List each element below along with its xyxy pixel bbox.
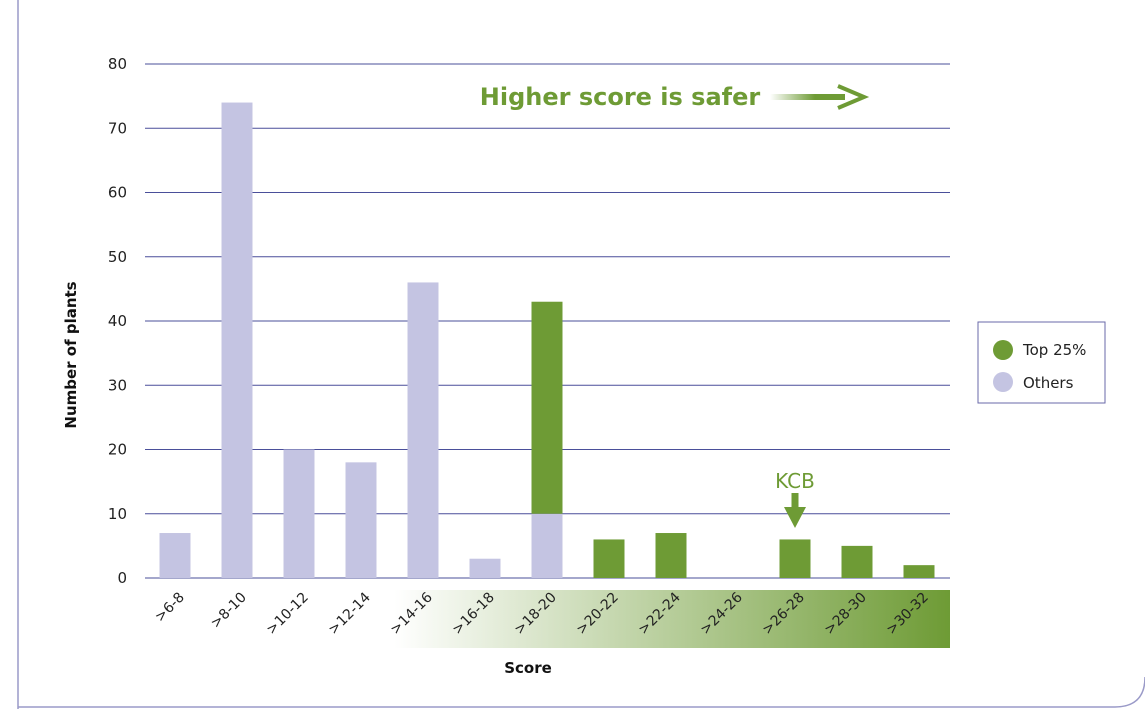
bar-others [221, 102, 253, 579]
direction-annotation-text: Higher score is safer [480, 83, 761, 111]
y-tick-label: 10 [108, 505, 127, 523]
x-tick-label: >6-8 [152, 590, 188, 626]
kcb-marker-label: KCB [775, 469, 815, 493]
legend-swatch-others [993, 372, 1013, 392]
legend-label-others: Others [1023, 374, 1074, 392]
y-tick-label: 40 [108, 312, 127, 330]
bar-top25 [903, 565, 935, 578]
y-tick-label: 60 [108, 184, 127, 202]
y-tick-label: 70 [108, 119, 127, 137]
y-tick-label: 0 [117, 569, 127, 587]
bar-others [407, 282, 439, 578]
bar-others [159, 533, 191, 578]
y-tick-label: 50 [108, 248, 127, 266]
direction-arrow-head-icon [837, 84, 870, 110]
bar-top25 [841, 545, 873, 578]
direction-arrow-shaft [770, 94, 845, 100]
y-tick-label: 30 [108, 376, 127, 394]
y-axis-title: Number of plants [62, 281, 80, 428]
bar-top25 [593, 539, 625, 578]
bar-others [469, 558, 501, 578]
bar-top25 [531, 301, 563, 514]
y-tick-label: 80 [108, 55, 127, 73]
x-axis-title: Score [504, 659, 552, 677]
bar-top25 [779, 539, 811, 578]
bar-others [345, 462, 377, 578]
bar-top25 [655, 533, 687, 578]
bar-others [531, 513, 563, 578]
legend: Top 25% Others [977, 321, 1106, 404]
score-gradient-band [365, 590, 950, 648]
bar-others [283, 449, 315, 578]
kcb-down-arrow-icon [784, 493, 806, 528]
x-tick-label: >8-10 [208, 590, 250, 632]
y-tick-label: 20 [108, 441, 127, 459]
x-tick-label: >10-12 [263, 590, 311, 638]
legend-swatch-top25 [993, 340, 1013, 360]
legend-label-top25: Top 25% [1022, 341, 1086, 359]
